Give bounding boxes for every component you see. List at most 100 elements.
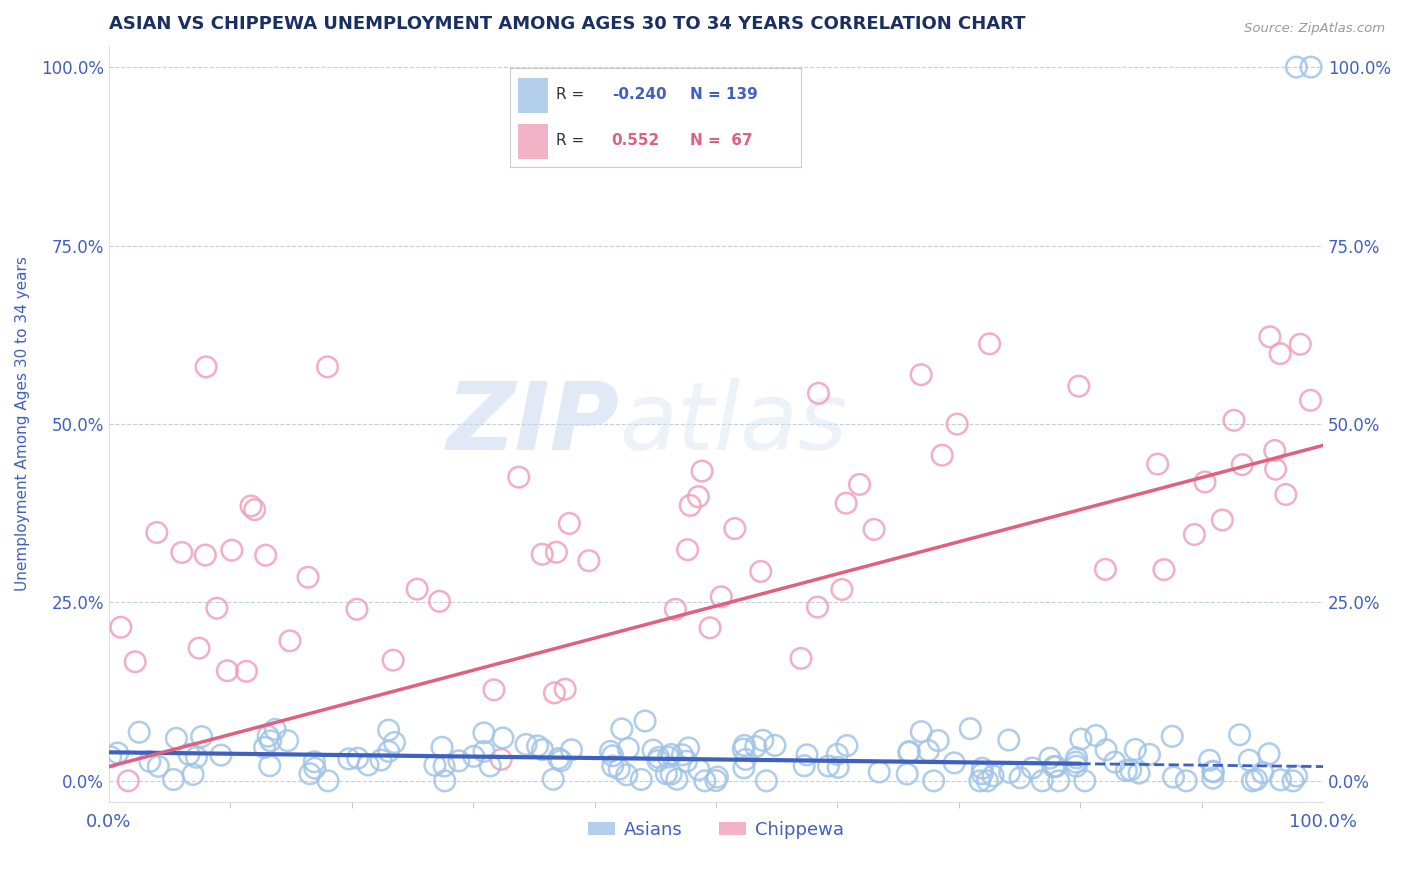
Point	[969, 773, 991, 788]
Point	[749, 565, 772, 579]
Point	[1285, 60, 1308, 74]
Point	[710, 590, 733, 604]
Point	[896, 767, 918, 781]
Point	[370, 753, 392, 767]
Point	[835, 496, 858, 510]
Point	[979, 336, 1001, 351]
Point	[298, 766, 321, 780]
Point	[430, 740, 453, 755]
Point	[117, 773, 139, 788]
Point	[733, 761, 755, 775]
Point	[1125, 742, 1147, 756]
Point	[526, 739, 548, 753]
Point	[357, 758, 380, 772]
Point	[1258, 330, 1281, 344]
Point	[221, 543, 243, 558]
Point	[1202, 764, 1225, 779]
Point	[1229, 728, 1251, 742]
Point	[377, 744, 399, 758]
Point	[472, 744, 495, 758]
Point	[543, 686, 565, 700]
Point	[910, 368, 932, 382]
Point	[209, 748, 232, 763]
Point	[260, 734, 283, 748]
Point	[817, 759, 839, 773]
Point	[377, 723, 399, 738]
Point	[733, 742, 755, 756]
Text: ZIP: ZIP	[446, 378, 619, 470]
Y-axis label: Unemployment Among Ages 30 to 34 years: Unemployment Among Ages 30 to 34 years	[15, 257, 30, 591]
Point	[110, 620, 132, 634]
Point	[664, 602, 686, 616]
Point	[693, 773, 716, 788]
Point	[1115, 764, 1137, 778]
Point	[1211, 513, 1233, 527]
Point	[492, 731, 515, 745]
Point	[547, 751, 569, 765]
Point	[688, 490, 710, 504]
Point	[541, 772, 564, 787]
Point	[616, 768, 638, 782]
Point	[1139, 747, 1161, 762]
Point	[515, 738, 537, 752]
Point	[479, 759, 502, 773]
Point	[1021, 761, 1043, 775]
Point	[1066, 759, 1088, 773]
Point	[297, 570, 319, 584]
Text: atlas: atlas	[619, 378, 848, 469]
Point	[406, 582, 429, 596]
Point	[100, 749, 122, 764]
Point	[679, 499, 702, 513]
Point	[554, 682, 576, 697]
Point	[257, 729, 280, 743]
Point	[671, 747, 693, 762]
Point	[1128, 766, 1150, 780]
Point	[763, 739, 786, 753]
Point	[831, 582, 853, 597]
Point	[647, 754, 669, 768]
Point	[659, 767, 682, 781]
Point	[607, 762, 630, 776]
Point	[1119, 763, 1142, 777]
Point	[827, 760, 849, 774]
Point	[807, 386, 830, 401]
Point	[1299, 393, 1322, 408]
Point	[550, 754, 572, 768]
Point	[790, 651, 813, 665]
Point	[194, 548, 217, 562]
Point	[1223, 413, 1246, 427]
Point	[835, 739, 858, 753]
Point	[472, 726, 495, 740]
Point	[1064, 755, 1087, 769]
Point	[848, 477, 870, 491]
Point	[243, 502, 266, 516]
Point	[1031, 773, 1053, 788]
Point	[531, 547, 554, 561]
Point	[1241, 773, 1264, 788]
Point	[304, 761, 326, 775]
Point	[146, 525, 169, 540]
Point	[429, 594, 451, 608]
Point	[165, 731, 187, 746]
Point	[734, 752, 756, 766]
Text: ASIAN VS CHIPPEWA UNEMPLOYMENT AMONG AGES 30 TO 34 YEARS CORRELATION CHART: ASIAN VS CHIPPEWA UNEMPLOYMENT AMONG AGE…	[110, 15, 1025, 33]
Point	[1289, 337, 1312, 351]
Point	[946, 417, 969, 431]
Point	[190, 730, 212, 744]
Point	[177, 747, 200, 762]
Point	[1270, 772, 1292, 787]
Point	[1275, 487, 1298, 501]
Point	[630, 772, 652, 787]
Point	[1010, 771, 1032, 785]
Point	[1153, 563, 1175, 577]
Point	[1074, 773, 1097, 788]
Point	[162, 772, 184, 787]
Point	[240, 499, 263, 513]
Legend: Asians, Chippewa: Asians, Chippewa	[581, 814, 851, 847]
Point	[253, 740, 276, 755]
Point	[917, 744, 939, 758]
Point	[1182, 527, 1205, 541]
Point	[657, 750, 679, 764]
Point	[139, 755, 162, 769]
Point	[482, 682, 505, 697]
